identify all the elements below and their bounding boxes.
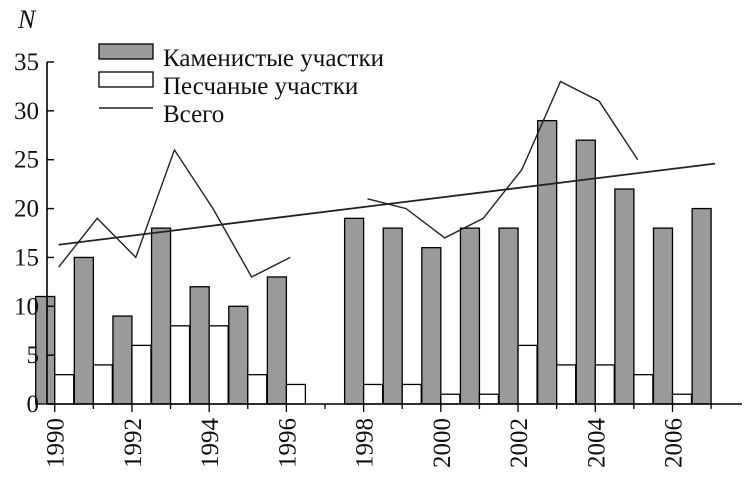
x-tick-label-1998: 1998: [352, 418, 379, 468]
y-tick-label-10: 10: [14, 293, 39, 320]
y-axis-title: N: [17, 5, 37, 34]
bar-stony-1991: [73, 256, 94, 405]
bar-stony-1998: [343, 217, 365, 405]
legend-label-sandy: Песчаные участки: [163, 73, 358, 100]
y-tick-label-15: 15: [14, 244, 39, 271]
lines-layer: [58, 80, 716, 278]
bar-stony-2006: [652, 227, 674, 405]
bar-sandy-1994: [208, 325, 229, 405]
bar-sandy-1996: [285, 383, 307, 405]
bar-sandy-1991: [92, 364, 113, 405]
bar-sandy-1995: [247, 374, 268, 405]
bar-sandy-2005: [633, 374, 654, 405]
x-tick-label-1994: 1994: [197, 418, 224, 469]
bar-stony-1994: [189, 286, 210, 405]
bar-stony-2002: [498, 227, 519, 405]
bar-stony-2000: [421, 247, 442, 405]
bar-stony-1996: [266, 276, 288, 405]
x-tick-label-2004: 2004: [583, 418, 610, 469]
x-tick-label-1992: 1992: [120, 418, 147, 468]
legend-label-total: Всего: [163, 101, 224, 128]
bar-sandy-2003: [556, 364, 577, 405]
bar-sandy-1993: [169, 325, 191, 405]
bar-sandy-1999: [401, 383, 422, 405]
bar-stony-1999: [382, 227, 403, 405]
bar-stony-2001: [459, 227, 481, 405]
bar-sandy-2000: [440, 393, 461, 405]
y-tick-label-5: 5: [27, 342, 40, 369]
bar-stony-1990: [35, 295, 56, 405]
total-line-segment-1: [58, 148, 291, 278]
y-tick-label-25: 25: [14, 147, 39, 174]
legend-label-stony: Каменистые участки: [163, 45, 384, 72]
bar-stony-2007: [691, 207, 712, 405]
x-tick-label-2006: 2006: [661, 418, 688, 468]
bar-stony-1995: [228, 305, 249, 405]
bar-stony-2005: [614, 188, 635, 405]
bar-sandy-2004: [594, 364, 615, 405]
bar-sandy-2001: [478, 393, 500, 405]
bar-sandy-1998: [362, 383, 384, 405]
bar-stony-2003: [537, 119, 558, 405]
bar-stony-1993: [150, 227, 172, 405]
bar-sandy-2002: [517, 344, 538, 405]
axes-layer: 0 5 10 15 20 25 30 35 N 1990 1992 1994 1996 1998 2000 2…: [14, 5, 742, 468]
bar-stony-1992: [112, 315, 133, 405]
y-tick-label-35: 35: [14, 49, 39, 76]
bar-sandy-1990: [54, 374, 75, 405]
bar-sandy-2006: [671, 393, 693, 405]
y-tick-label-20: 20: [14, 196, 39, 223]
x-tick-label-2000: 2000: [429, 418, 456, 468]
y-tick-label-30: 30: [14, 98, 39, 125]
legend-swatch-stony: [98, 43, 154, 60]
x-tick-label-2002: 2002: [506, 418, 533, 468]
trend-line: [58, 162, 716, 246]
total-line-segment-2: [367, 80, 639, 239]
bars-layer: [35, 119, 712, 405]
legend-swatch-sandy: [98, 71, 154, 88]
x-tick-label-1990: 1990: [43, 418, 70, 468]
bar-sandy-1992: [131, 344, 152, 405]
y-tick-label-0: 0: [27, 391, 40, 418]
x-tick-label-1996: 1996: [274, 418, 301, 468]
